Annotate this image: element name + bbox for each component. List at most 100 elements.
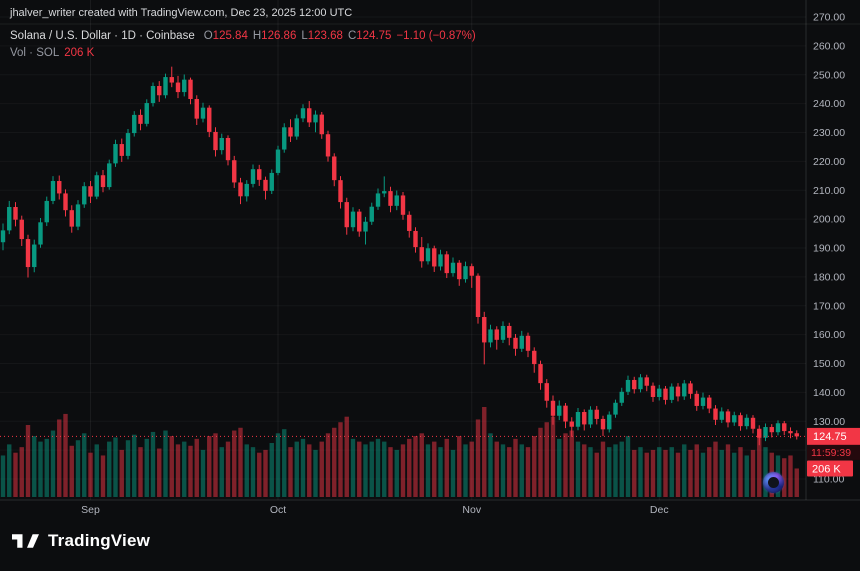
month-tick-label: Nov [462, 504, 481, 516]
tradingview-wordmark[interactable]: TradingView [48, 531, 151, 550]
candle-body [475, 275, 481, 318]
volume-bar [700, 452, 706, 497]
candle-body [669, 386, 674, 400]
candle-body [700, 397, 706, 406]
candle-body [575, 412, 581, 427]
volume-bar [269, 443, 274, 497]
volume-bar [744, 455, 749, 497]
volume-bar [132, 434, 137, 497]
volume-bar [707, 447, 712, 497]
candle-body [588, 409, 593, 425]
volume-bar [257, 452, 262, 497]
volume-bar [338, 422, 343, 497]
volume-bar [94, 444, 99, 497]
volume-bar [607, 447, 612, 497]
candle-body [569, 421, 574, 427]
volume-label[interactable]: Vol · SOL [10, 47, 60, 59]
symbol-title[interactable]: Solana / U.S. Dollar · 1D · Coinbase [10, 30, 195, 42]
candle-body [650, 385, 656, 397]
chart-legend: Solana / U.S. Dollar · 1D · Coinbase O125… [10, 29, 476, 61]
candle-body [44, 200, 49, 223]
candle-body [194, 99, 199, 119]
volume-bar [88, 452, 93, 497]
candle-body [694, 393, 699, 406]
volume-bar [682, 444, 687, 497]
candle-body [457, 262, 462, 280]
high-value: H126.86 [252, 30, 297, 42]
last-price-badge[interactable] [807, 427, 860, 445]
candle-body [244, 183, 249, 197]
volume-bar [107, 441, 112, 497]
time-axis[interactable]: Sep Oct Nov Dec [81, 504, 668, 516]
price-tick-label: 110.00 [813, 474, 844, 486]
candle-body [488, 329, 493, 343]
candle-body [13, 206, 18, 220]
candle-body [769, 427, 774, 433]
candle-body [75, 204, 81, 227]
volume-bar [694, 444, 699, 497]
volume-bar [250, 447, 256, 497]
candle-body [375, 193, 381, 207]
candle-body [282, 127, 287, 150]
volume-bar [282, 429, 287, 497]
candle-body [550, 400, 556, 416]
volume-bar [663, 449, 668, 497]
price-tick-label: 140.00 [813, 387, 845, 399]
price-axis[interactable]: 270.00 260.00 250.00 240.00 230.00 220.00 210.… [813, 12, 845, 486]
volume-bar [332, 427, 337, 497]
candle-body [288, 127, 293, 137]
volume-bar [157, 448, 162, 497]
volume-bar [150, 431, 156, 497]
candle-body [213, 131, 218, 151]
volume-bar [7, 444, 12, 497]
candle-body [119, 144, 124, 156]
volume-bar [263, 449, 268, 497]
candle-body [250, 169, 256, 184]
candle-body [25, 239, 31, 268]
candle-body [538, 364, 543, 384]
volume-bar [763, 447, 768, 497]
candle-body [750, 417, 756, 429]
candle-body [775, 423, 781, 433]
volume-bar [488, 433, 493, 497]
volume-bar [588, 447, 593, 497]
candle-body [763, 427, 768, 438]
candle-body [182, 79, 187, 93]
legend-volume-row: Vol · SOL 206 K [10, 46, 476, 61]
candle-body [713, 408, 718, 420]
volume-badge-value: 206 K [812, 463, 841, 475]
candle-body [238, 182, 243, 197]
candle-body [557, 405, 562, 416]
volume-bar [432, 441, 437, 497]
candle-body [438, 254, 443, 267]
volume-bar [544, 422, 549, 497]
candle-body [444, 254, 449, 274]
volume-bar [119, 449, 124, 497]
price-chart-canvas[interactable]: 270.00 260.00 250.00 240.00 230.00 220.00 210.… [0, 0, 860, 520]
price-tick-label: 200.00 [813, 214, 845, 226]
volume-bar [500, 444, 506, 497]
volume-bar [375, 438, 381, 497]
legend-symbol-row: Solana / U.S. Dollar · 1D · Coinbase O125… [10, 29, 476, 44]
volume-bar [75, 440, 81, 497]
volume-bar [25, 425, 31, 497]
volume-bar [469, 441, 474, 497]
volume-bar [457, 436, 462, 497]
volume-bar [563, 433, 568, 497]
volume-bar [232, 430, 237, 497]
candle-body [600, 418, 606, 430]
volume-bar [600, 441, 606, 497]
candle-body [188, 79, 193, 100]
volume-bar [369, 441, 374, 497]
tradingview-logo-icon[interactable] [12, 531, 39, 551]
candle-body [582, 412, 587, 425]
volume-bar [100, 455, 106, 497]
candle-body [625, 379, 631, 392]
volume-bar [538, 427, 543, 497]
candle-body [232, 160, 237, 183]
countdown-value: 11:59:39 [811, 447, 851, 459]
volume-bar [0, 455, 6, 497]
candle-body [507, 325, 512, 338]
candle-body [38, 222, 43, 245]
